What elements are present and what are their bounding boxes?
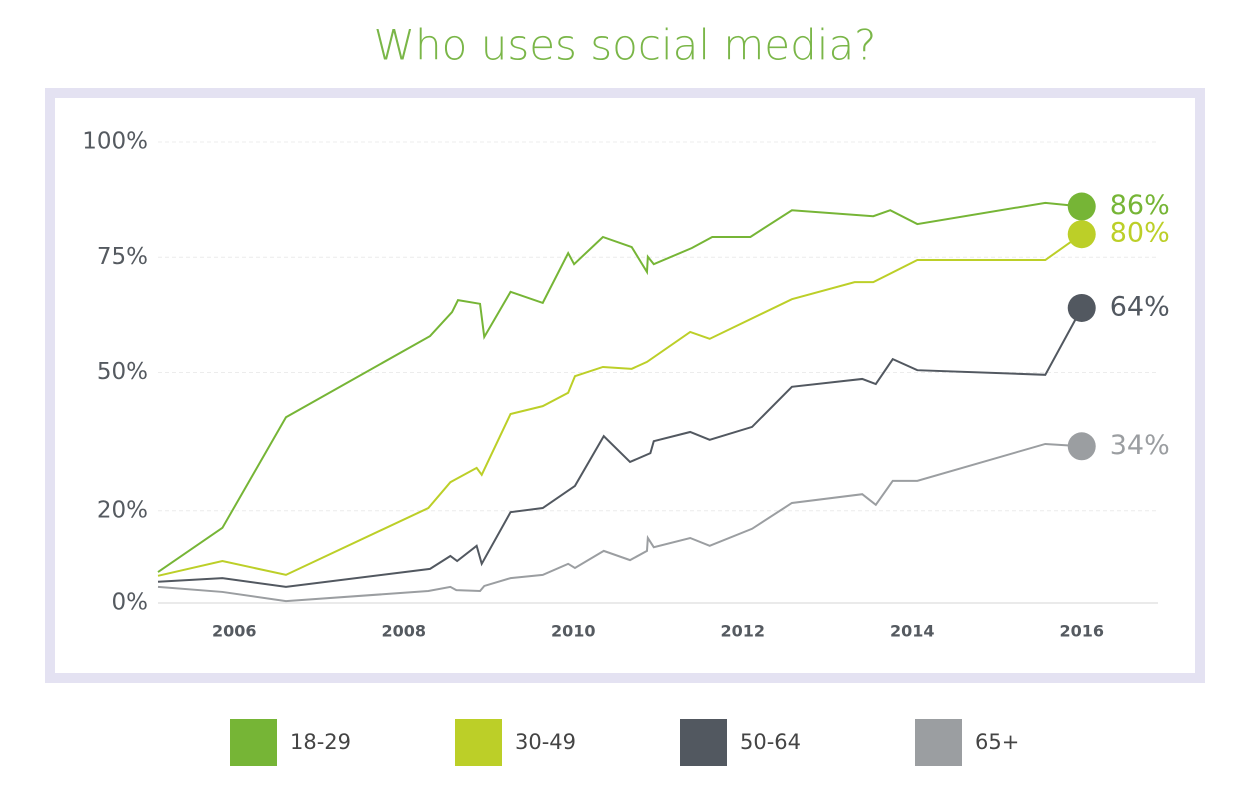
x-tick-label: 2016 (1059, 622, 1104, 641)
value-label: 34% (1110, 430, 1170, 461)
x-tick-label: 2008 (381, 622, 426, 641)
chart-frame (45, 88, 1205, 683)
legend-swatch (680, 719, 727, 766)
series-line (157, 307, 1083, 588)
legend-label: 50-64 (740, 730, 801, 754)
legend-swatch (455, 719, 502, 766)
end-dot (1067, 432, 1096, 461)
end-dot (1067, 293, 1096, 322)
y-tick-label: 100% (82, 129, 148, 155)
value-label: 64% (1110, 291, 1170, 322)
legend-label: 65+ (975, 730, 1019, 754)
x-tick-label: 2012 (720, 622, 765, 641)
value-label: 80% (1110, 218, 1170, 249)
y-tick-label: 50% (97, 359, 148, 385)
x-tick-label: 2014 (890, 622, 935, 641)
y-tick-label: 20% (97, 497, 148, 523)
x-tick-label: 2006 (212, 622, 257, 641)
series-line (157, 201, 1082, 573)
legend-swatch (230, 719, 277, 766)
y-tick-label: 0% (112, 590, 149, 616)
value-label: 86% (1110, 190, 1170, 221)
x-tick-label: 2010 (551, 622, 596, 641)
end-dot (1067, 192, 1096, 221)
legend-swatch (915, 719, 962, 766)
legend-label: 30-49 (515, 730, 576, 754)
legend-label: 18-29 (290, 730, 351, 754)
series-line (157, 442, 1082, 603)
end-dot (1067, 220, 1096, 249)
y-tick-label: 75% (97, 244, 148, 270)
series-line (157, 233, 1083, 577)
chart-title: Who uses social media? (374, 21, 877, 70)
